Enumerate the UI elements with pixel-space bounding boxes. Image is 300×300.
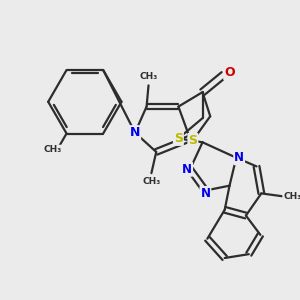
Text: O: O bbox=[224, 66, 235, 79]
Text: S: S bbox=[174, 132, 183, 145]
Text: N: N bbox=[234, 151, 244, 164]
Text: CH₃: CH₃ bbox=[142, 177, 160, 186]
Text: S: S bbox=[188, 134, 197, 147]
Text: N: N bbox=[182, 163, 192, 176]
Text: CH₃: CH₃ bbox=[283, 192, 300, 201]
Text: CH₃: CH₃ bbox=[140, 72, 158, 81]
Text: N: N bbox=[130, 126, 140, 139]
Text: CH₃: CH₃ bbox=[44, 146, 62, 154]
Text: N: N bbox=[200, 187, 210, 200]
